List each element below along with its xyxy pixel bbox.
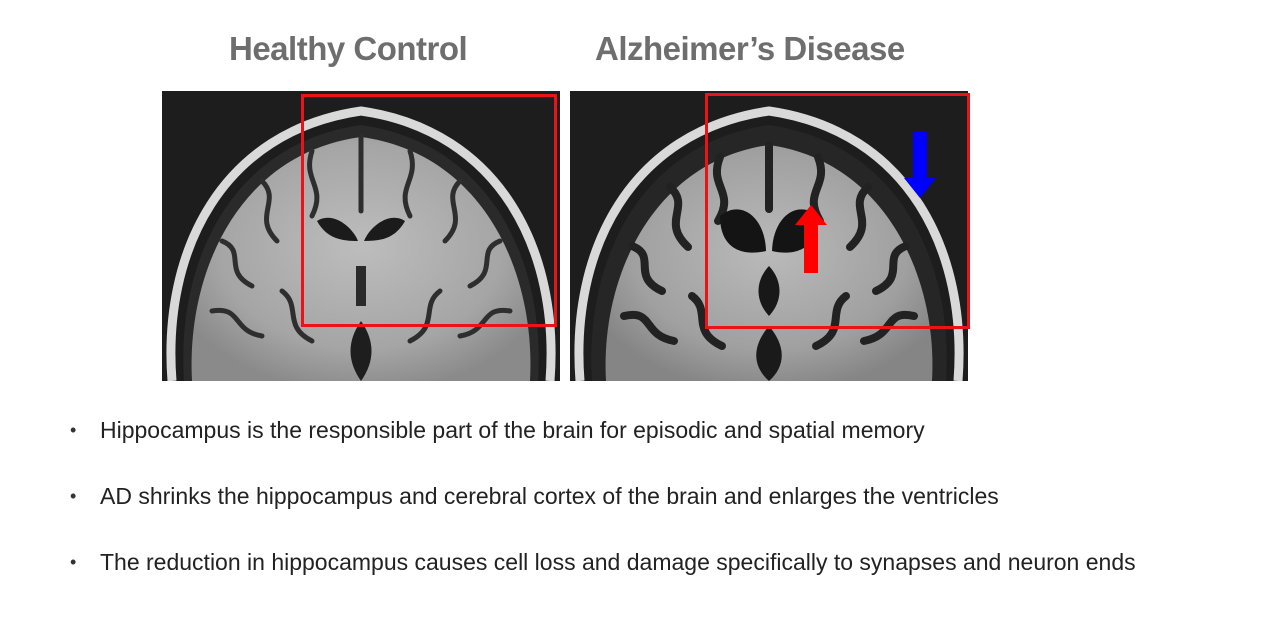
healthy-roi-box <box>301 94 557 327</box>
bullet-icon: • <box>70 486 77 506</box>
blue-down-arrow-icon <box>904 132 936 198</box>
bullet-icon: • <box>70 420 77 440</box>
alzheimers-roi-box <box>705 93 970 329</box>
bullet-text: The reduction in hippocampus causes cell… <box>100 549 1136 575</box>
healthy-control-title: Healthy Control <box>229 30 468 67</box>
bullet-icon: • <box>70 552 77 572</box>
bullet-text: AD shrinks the hippocampus and cerebral … <box>100 483 999 509</box>
list-item: • The reduction in hippocampus causes ce… <box>70 540 1136 606</box>
red-up-arrow-icon <box>795 205 827 273</box>
alzheimers-disease-title: Alzheimer’s Disease <box>595 30 905 67</box>
list-item: • AD shrinks the hippocampus and cerebra… <box>70 474 1136 540</box>
list-item: • Hippocampus is the responsible part of… <box>70 408 1136 474</box>
bullet-text: Hippocampus is the responsible part of t… <box>100 417 925 443</box>
alzheimers-mri-image <box>570 91 968 381</box>
bullet-list: • Hippocampus is the responsible part of… <box>70 408 1136 606</box>
healthy-mri-image <box>162 91 560 381</box>
